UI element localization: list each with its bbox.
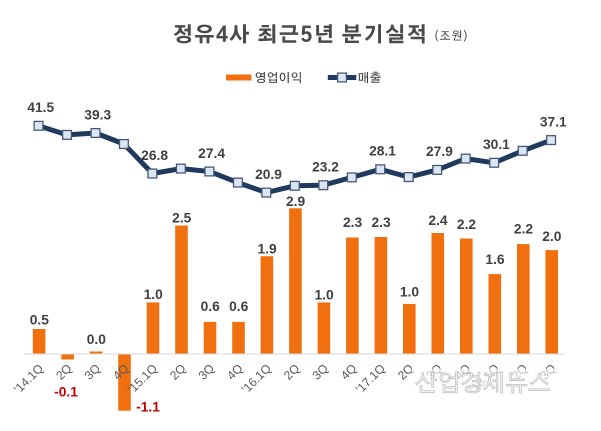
svg-text:2.2: 2.2 <box>457 217 477 232</box>
svg-text:23.2: 23.2 <box>312 160 339 175</box>
svg-text:1.0: 1.0 <box>144 287 164 302</box>
svg-text:2.0: 2.0 <box>542 229 562 244</box>
svg-text:30.1: 30.1 <box>483 137 510 152</box>
svg-text:2.3: 2.3 <box>372 215 392 230</box>
svg-text:2.4: 2.4 <box>428 213 448 228</box>
svg-text:-1.1: -1.1 <box>136 399 160 414</box>
svg-text:1.0: 1.0 <box>315 288 335 303</box>
svg-text:37.1: 37.1 <box>540 114 567 129</box>
svg-text:26.8: 26.8 <box>141 148 168 163</box>
svg-text:39.3: 39.3 <box>84 107 111 122</box>
svg-text:2.5: 2.5 <box>172 210 192 225</box>
svg-text:27.4: 27.4 <box>198 146 225 161</box>
svg-text:2.9: 2.9 <box>286 194 306 209</box>
svg-text:1.6: 1.6 <box>485 252 505 267</box>
svg-text:1.0: 1.0 <box>400 284 420 299</box>
svg-text:2.2: 2.2 <box>514 222 534 237</box>
svg-text:27.9: 27.9 <box>426 144 453 159</box>
svg-text:-0.1: -0.1 <box>54 385 78 400</box>
svg-text:28.1: 28.1 <box>369 144 396 159</box>
svg-text:2.3: 2.3 <box>343 215 363 230</box>
svg-text:20.9: 20.9 <box>255 167 282 182</box>
svg-text:1.9: 1.9 <box>258 242 278 257</box>
svg-text:0.5: 0.5 <box>30 312 50 327</box>
svg-text:0.0: 0.0 <box>87 332 107 347</box>
svg-text:0.6: 0.6 <box>229 299 249 314</box>
svg-text:0.6: 0.6 <box>201 299 221 314</box>
svg-text:41.5: 41.5 <box>27 100 54 115</box>
